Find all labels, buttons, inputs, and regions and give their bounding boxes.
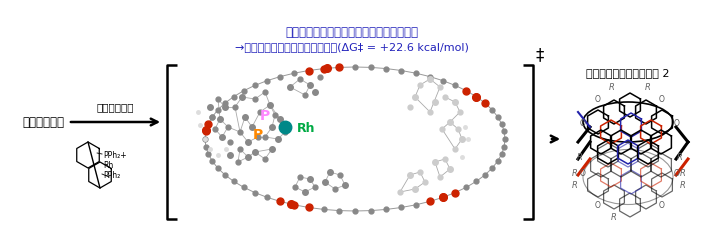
Text: シクロフェナセン類縁体 2: シクロフェナセン類縁体 2 <box>586 68 670 78</box>
Text: →室温での反応進行を十分に説明(ΔG‡ = +22.6 kcal/mol): →室温での反応進行を十分に説明(ΔG‡ = +22.6 kcal/mol) <box>235 42 469 52</box>
Text: O: O <box>659 201 665 210</box>
Text: R: R <box>645 83 651 92</box>
Text: R: R <box>677 153 683 162</box>
Text: R: R <box>609 83 615 92</box>
Text: O: O <box>580 168 586 177</box>
Text: O: O <box>674 168 680 177</box>
Text: Rh: Rh <box>297 121 315 134</box>
Text: ロジウム触媒が芳香環を構築する遷移状态: ロジウム触媒が芳香環を構築する遷移状态 <box>285 25 418 38</box>
Text: O: O <box>595 95 601 104</box>
Text: P: P <box>253 127 263 141</box>
Text: R: R <box>611 212 617 222</box>
Text: R: R <box>680 168 686 177</box>
Text: O: O <box>580 118 586 127</box>
Text: O: O <box>674 118 680 127</box>
Text: R: R <box>572 168 578 177</box>
Text: O: O <box>595 201 601 210</box>
Text: O: O <box>659 95 665 104</box>
Text: ロジウム触媒: ロジウム触媒 <box>97 101 133 111</box>
Text: R: R <box>572 181 578 190</box>
Text: R: R <box>577 153 583 162</box>
Text: 環状ポリイン: 環状ポリイン <box>22 116 64 129</box>
Text: ‡: ‡ <box>536 46 545 64</box>
Text: PPh₂: PPh₂ <box>103 170 120 179</box>
Text: Rh: Rh <box>103 160 114 169</box>
Text: R: R <box>680 181 686 190</box>
Text: PPh₂+: PPh₂+ <box>103 150 126 159</box>
Text: P: P <box>260 109 270 122</box>
